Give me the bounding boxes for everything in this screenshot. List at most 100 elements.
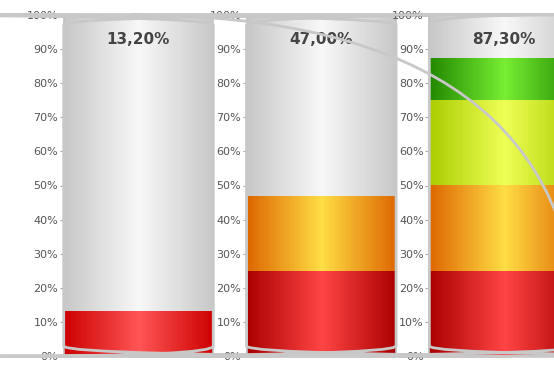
- Bar: [161, 311, 162, 356]
- Bar: [468, 186, 469, 271]
- Bar: [371, 15, 372, 196]
- Bar: [512, 186, 513, 271]
- Bar: [127, 311, 129, 356]
- Bar: [129, 15, 130, 311]
- Bar: [387, 15, 389, 196]
- Bar: [357, 15, 359, 196]
- Bar: [324, 271, 325, 356]
- Bar: [474, 271, 475, 356]
- Bar: [285, 15, 286, 196]
- Bar: [391, 15, 392, 196]
- Bar: [438, 271, 439, 356]
- Bar: [490, 186, 492, 271]
- Bar: [90, 15, 91, 311]
- Bar: [375, 15, 376, 196]
- Bar: [444, 271, 445, 356]
- Bar: [464, 15, 465, 58]
- Bar: [115, 311, 116, 356]
- Bar: [269, 196, 270, 271]
- Bar: [184, 15, 186, 311]
- Bar: [439, 271, 440, 356]
- Bar: [212, 311, 213, 356]
- Bar: [472, 100, 473, 186]
- Bar: [509, 186, 510, 271]
- Bar: [468, 58, 469, 100]
- Bar: [65, 15, 66, 311]
- Bar: [74, 311, 75, 356]
- Bar: [310, 15, 311, 196]
- Bar: [532, 15, 533, 58]
- Bar: [504, 271, 505, 356]
- Bar: [99, 15, 100, 311]
- Bar: [296, 271, 297, 356]
- Bar: [189, 15, 191, 311]
- Bar: [474, 15, 475, 58]
- Bar: [514, 58, 515, 100]
- Bar: [455, 186, 457, 271]
- Bar: [473, 58, 474, 100]
- Bar: [186, 311, 187, 356]
- Bar: [545, 186, 547, 271]
- Bar: [512, 58, 513, 100]
- Bar: [479, 15, 480, 58]
- Bar: [385, 196, 386, 271]
- Bar: [283, 271, 284, 356]
- Bar: [278, 196, 279, 271]
- Bar: [455, 100, 457, 186]
- Bar: [540, 186, 542, 271]
- Bar: [465, 186, 467, 271]
- Bar: [315, 15, 316, 196]
- Bar: [483, 100, 484, 186]
- Bar: [206, 15, 207, 311]
- Bar: [430, 15, 432, 58]
- Bar: [499, 271, 500, 356]
- Bar: [122, 311, 124, 356]
- Bar: [432, 271, 433, 356]
- Bar: [283, 15, 284, 196]
- Bar: [469, 186, 470, 271]
- Bar: [168, 15, 170, 311]
- Bar: [345, 196, 346, 271]
- Bar: [261, 15, 263, 196]
- Bar: [356, 196, 357, 271]
- Bar: [372, 271, 374, 356]
- Bar: [457, 186, 458, 271]
- Bar: [483, 271, 484, 356]
- Bar: [432, 15, 433, 58]
- Bar: [336, 196, 337, 271]
- Bar: [524, 271, 525, 356]
- Bar: [362, 196, 364, 271]
- Bar: [541, 100, 543, 186]
- Bar: [381, 271, 382, 356]
- Bar: [384, 15, 385, 196]
- Bar: [474, 186, 475, 271]
- Bar: [438, 15, 439, 58]
- Bar: [325, 271, 326, 356]
- Bar: [134, 311, 135, 356]
- Bar: [94, 311, 95, 356]
- Bar: [538, 15, 539, 58]
- Bar: [485, 15, 487, 58]
- Bar: [377, 15, 379, 196]
- Bar: [443, 15, 444, 58]
- Bar: [524, 186, 525, 271]
- Bar: [485, 186, 487, 271]
- Bar: [520, 271, 522, 356]
- Bar: [269, 271, 270, 356]
- Bar: [332, 15, 334, 196]
- Bar: [533, 100, 534, 186]
- Bar: [356, 271, 357, 356]
- Bar: [480, 100, 482, 186]
- Bar: [548, 271, 549, 356]
- Bar: [69, 311, 70, 356]
- Bar: [546, 271, 548, 356]
- Bar: [442, 100, 443, 186]
- Bar: [550, 15, 552, 58]
- Bar: [248, 271, 249, 356]
- Bar: [462, 186, 463, 271]
- Bar: [250, 196, 252, 271]
- Bar: [439, 58, 440, 100]
- Bar: [553, 15, 554, 58]
- Bar: [475, 58, 477, 100]
- Bar: [130, 311, 131, 356]
